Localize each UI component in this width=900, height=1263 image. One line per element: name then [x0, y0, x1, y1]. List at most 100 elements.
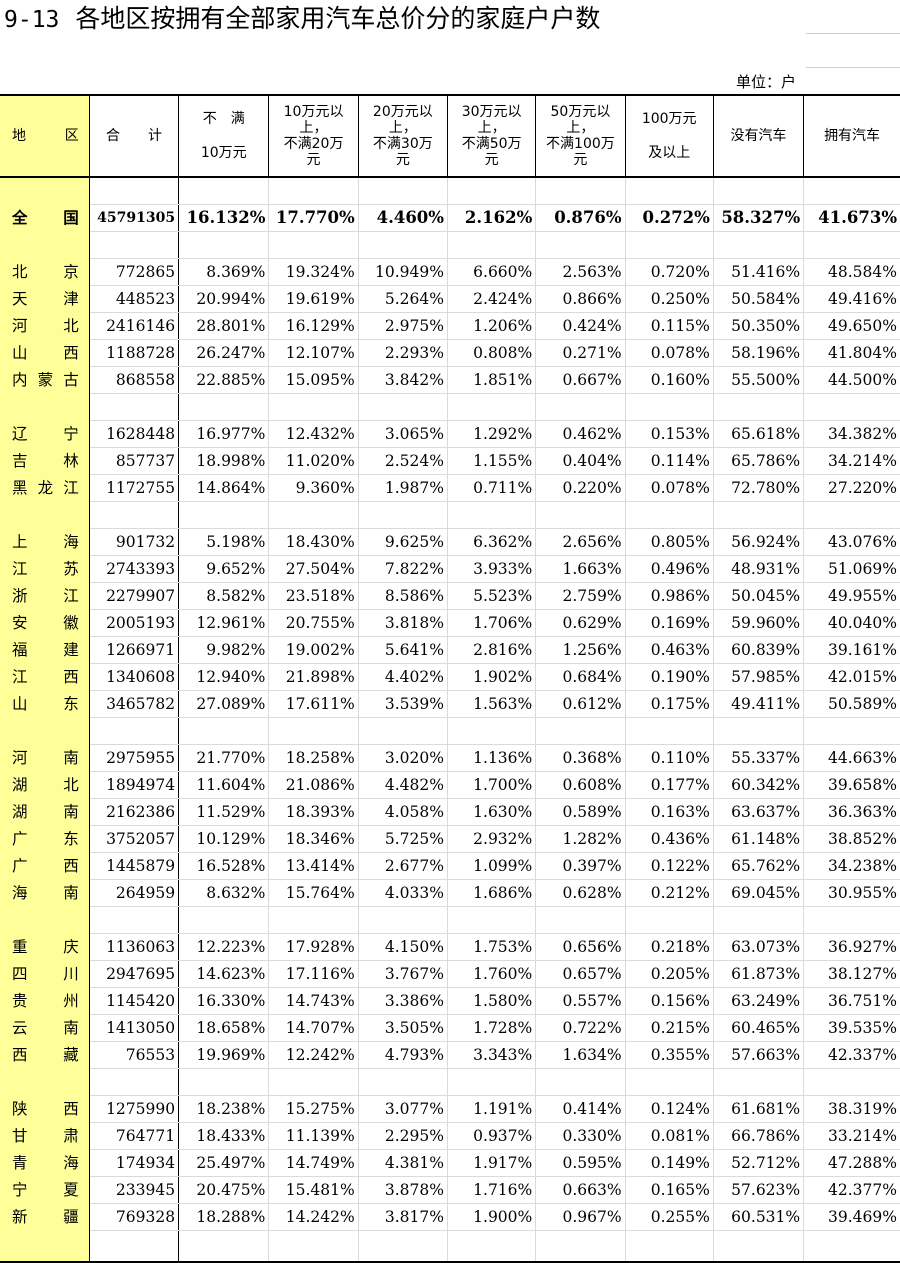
table-row: 河北 2416146 28.801% 16.129% 2.975% 1.206% 0.424…: [0, 312, 900, 340]
pct-20w-30w: 4.793%: [358, 1041, 448, 1069]
total-households: 1275990: [89, 1095, 180, 1123]
pct-30w-50w: 0.808%: [447, 339, 537, 367]
pct-under-10w: 10.129%: [178, 825, 270, 853]
pct-50w-100w: 0.656%: [535, 933, 626, 961]
pct-10w-20w: 12.107%: [268, 339, 359, 367]
pct-no-car: 63.249%: [713, 987, 805, 1015]
pct-under-10w: 14.623%: [178, 960, 270, 988]
total-households: 1188728: [89, 339, 180, 367]
total-households: 2416146: [89, 312, 180, 340]
pct-10w-20w: 15.095%: [268, 366, 359, 394]
pct-10w-20w: 13.414%: [268, 852, 359, 880]
pct-has-car: 36.363%: [803, 798, 900, 826]
total-households: 233945: [89, 1176, 180, 1204]
table-row: 宁夏 233945 20.475% 15.481% 3.878% 1.716% 0.663%…: [0, 1176, 900, 1204]
pct-has-car: 40.040%: [803, 609, 900, 637]
pct-30w-50w: 1.191%: [447, 1095, 537, 1123]
pct-no-car: 65.786%: [713, 447, 805, 475]
pct-has-car: 49.416%: [803, 285, 900, 313]
pct-20w-30w: 3.818%: [358, 609, 448, 637]
total-households: 1145420: [89, 987, 180, 1015]
pct-50w-100w: 0.589%: [535, 798, 626, 826]
pct-10w-20w: 11.020%: [268, 447, 359, 475]
region-name: 全国: [0, 204, 90, 232]
table-row: 安徽 2005193 12.961% 20.755% 3.818% 1.706% 0.629…: [0, 609, 900, 637]
pct-100w-plus: 0.163%: [625, 798, 714, 826]
pct-10w-20w: 19.324%: [268, 258, 359, 286]
pct-30w-50w: 1.851%: [447, 366, 537, 394]
pct-30w-50w: 1.630%: [447, 798, 537, 826]
pct-under-10w: 16.528%: [178, 852, 270, 880]
total-households: 1266971: [89, 636, 180, 664]
pct-20w-30w: 3.065%: [358, 420, 448, 448]
pct-50w-100w: 0.462%: [535, 420, 626, 448]
pct-no-car: 65.762%: [713, 852, 805, 880]
pct-20w-30w: 5.641%: [358, 636, 448, 664]
table-row: 甘肃 764771 18.433% 11.139% 2.295% 0.937% 0.330%…: [0, 1122, 900, 1150]
total-households: 857737: [89, 447, 180, 475]
spacer-row: [0, 501, 900, 529]
pct-has-car: 49.650%: [803, 312, 900, 340]
pct-30w-50w: 1.563%: [447, 690, 537, 718]
pct-has-car: 39.161%: [803, 636, 900, 664]
pct-100w-plus: 0.255%: [625, 1203, 714, 1231]
pct-50w-100w: 0.876%: [535, 204, 626, 232]
total-households: 1628448: [89, 420, 180, 448]
pct-50w-100w: 0.663%: [535, 1176, 626, 1204]
pct-30w-50w: 0.937%: [447, 1122, 537, 1150]
header-under-10w: 不 满 10万元: [178, 94, 269, 178]
pct-has-car: 43.076%: [803, 528, 900, 556]
region-name: 上海: [0, 528, 90, 556]
pct-no-car: 59.960%: [713, 609, 805, 637]
pct-50w-100w: 0.368%: [535, 744, 626, 772]
pct-under-10w: 20.994%: [178, 285, 270, 313]
pct-under-10w: 26.247%: [178, 339, 270, 367]
total-households: 174934: [89, 1149, 180, 1177]
pct-100w-plus: 0.078%: [625, 474, 714, 502]
table-row: 湖南 2162386 11.529% 18.393% 4.058% 1.630% 0.589…: [0, 798, 900, 826]
spacer-row: [0, 1068, 900, 1096]
pct-no-car: 50.584%: [713, 285, 805, 313]
region-name: 安徽: [0, 609, 90, 637]
pct-under-10w: 21.770%: [178, 744, 270, 772]
pct-no-car: 60.465%: [713, 1014, 805, 1042]
header-region: 地区: [0, 94, 90, 178]
pct-20w-30w: 2.295%: [358, 1122, 448, 1150]
total-households: 2947695: [89, 960, 180, 988]
header-20w-30w: 20万元以 上， 不满30万元: [357, 94, 448, 178]
region-name: 广东: [0, 825, 90, 853]
pct-20w-30w: 4.402%: [358, 663, 448, 691]
pct-30w-50w: 1.917%: [447, 1149, 537, 1177]
pct-100w-plus: 0.114%: [625, 447, 714, 475]
pct-has-car: 49.955%: [803, 582, 900, 610]
region-name: 内蒙古: [0, 366, 90, 394]
pct-has-car: 39.469%: [803, 1203, 900, 1231]
pct-no-car: 58.196%: [713, 339, 805, 367]
pct-10w-20w: 21.086%: [268, 771, 359, 799]
pct-100w-plus: 0.355%: [625, 1041, 714, 1069]
region-name: 贵州: [0, 987, 90, 1015]
pct-no-car: 57.623%: [713, 1176, 805, 1204]
pct-under-10w: 9.982%: [178, 636, 270, 664]
pct-100w-plus: 0.081%: [625, 1122, 714, 1150]
table-row: 云南 1413050 18.658% 14.707% 3.505% 1.728% 0.722…: [0, 1014, 900, 1042]
pct-30w-50w: 1.686%: [447, 879, 537, 907]
pct-20w-30w: 4.058%: [358, 798, 448, 826]
pct-50w-100w: 1.282%: [535, 825, 626, 853]
header-has-car: 拥有汽车: [803, 94, 900, 178]
pct-under-10w: 5.198%: [178, 528, 270, 556]
table-row: 辽宁 1628448 16.977% 12.432% 3.065% 1.292% 0.462…: [0, 420, 900, 448]
pct-10w-20w: 18.258%: [268, 744, 359, 772]
region-name: 江西: [0, 663, 90, 691]
pct-no-car: 60.342%: [713, 771, 805, 799]
pct-20w-30w: 2.293%: [358, 339, 448, 367]
table-row: 浙江 2279907 8.582% 23.518% 8.586% 5.523% 2.759%…: [0, 582, 900, 610]
pct-no-car: 55.337%: [713, 744, 805, 772]
pct-no-car: 51.416%: [713, 258, 805, 286]
table-row: 贵州 1145420 16.330% 14.743% 3.386% 1.580% 0.557…: [0, 987, 900, 1015]
pct-20w-30w: 3.842%: [358, 366, 448, 394]
region-name: 浙江: [0, 582, 90, 610]
data-table: 地区 合 计 不 满 10万元 10万元以 上， 不满20万元 20万元以 上， 不满30…: [0, 94, 900, 1263]
header-30w-50w: 30万元以 上， 不满50万元: [446, 94, 536, 178]
region-name: 黑龙江: [0, 474, 90, 502]
